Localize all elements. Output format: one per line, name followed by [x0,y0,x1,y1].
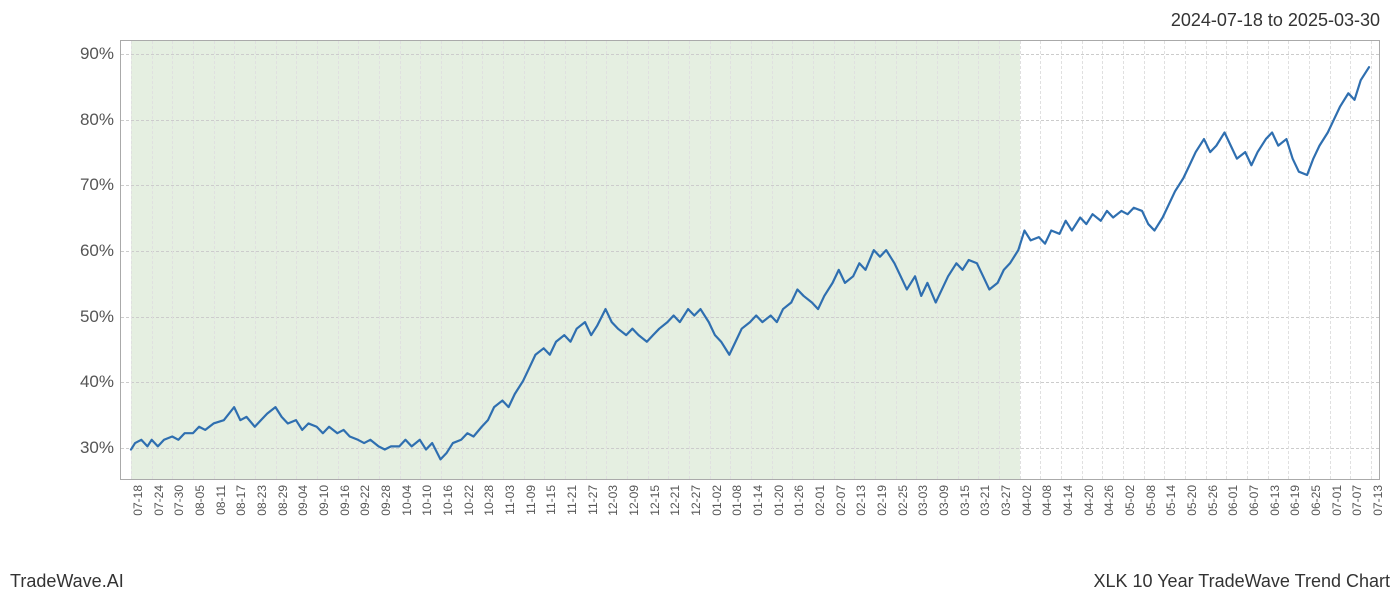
x-tick-label: 03-15 [958,485,972,516]
x-tick-label: 01-26 [792,485,806,516]
x-tick-label: 02-25 [896,485,910,516]
y-tick-label: 80% [66,110,114,130]
line-series [121,41,1379,479]
brand-label: TradeWave.AI [10,571,124,592]
x-tick-label: 03-09 [937,485,951,516]
x-tick-label: 09-16 [338,485,352,516]
x-tick-label: 05-14 [1164,485,1178,516]
x-tick-label: 11-09 [524,485,538,515]
x-tick-label: 01-20 [772,485,786,516]
x-tick-label: 07-01 [1330,485,1344,516]
x-tick-label: 07-18 [131,485,145,516]
x-tick-label: 12-09 [627,485,641,516]
x-tick-label: 05-02 [1123,485,1137,516]
x-tick-label: 04-02 [1020,485,1034,516]
x-tick-label: 04-14 [1061,485,1075,516]
x-tick-label: 08-11 [214,485,228,515]
x-tick-label: 06-25 [1309,485,1323,516]
x-tick-label: 03-03 [916,485,930,516]
x-tick-label: 11-15 [544,485,558,515]
x-tick-label: 01-08 [730,485,744,516]
x-tick-label: 08-17 [234,485,248,516]
date-range: 2024-07-18 to 2025-03-30 [1171,10,1380,31]
x-tick-label: 08-29 [276,485,290,516]
x-tick-label: 11-27 [586,485,600,515]
x-tick-label: 06-19 [1288,485,1302,516]
y-tick-label: 60% [66,241,114,261]
x-tick-label: 10-22 [462,485,476,516]
x-tick-label: 09-22 [358,485,372,516]
x-tick-label: 12-27 [689,485,703,516]
x-tick-label: 12-03 [606,485,620,516]
x-tick-label: 07-30 [172,485,186,516]
x-tick-label: 04-26 [1102,485,1116,516]
x-tick-label: 05-26 [1206,485,1220,516]
x-tick-label: 09-04 [296,485,310,516]
x-tick-label: 03-27 [999,485,1013,516]
x-tick-label: 04-20 [1082,485,1096,516]
x-tick-label: 08-05 [193,485,207,516]
x-tick-label: 12-15 [648,485,662,516]
x-tick-label: 06-01 [1226,485,1240,516]
x-tick-label: 10-28 [482,485,496,516]
x-tick-label: 07-24 [152,485,166,516]
x-tick-label: 07-13 [1371,485,1385,516]
x-tick-label: 06-07 [1247,485,1261,516]
chart-title: XLK 10 Year TradeWave Trend Chart [1093,571,1390,592]
x-tick-label: 02-13 [854,485,868,516]
x-tick-label: 10-10 [420,485,434,516]
plot-area: 30%40%50%60%70%80%90% 07-1807-2407-3008-… [120,40,1380,480]
x-tick-label: 08-23 [255,485,269,516]
x-tick-label: 12-21 [668,485,682,516]
x-tick-label: 02-01 [813,485,827,516]
x-tick-label: 07-07 [1350,485,1364,516]
x-tick-label: 10-04 [400,485,414,516]
x-tick-label: 05-08 [1144,485,1158,516]
x-tick-label: 02-07 [834,485,848,516]
x-tick-label: 04-08 [1040,485,1054,516]
x-tick-label: 01-02 [710,485,724,516]
chart-area: 30%40%50%60%70%80%90% 07-1807-2407-3008-… [120,40,1380,480]
y-tick-label: 40% [66,372,114,392]
x-tick-label: 02-19 [875,485,889,516]
y-tick-label: 50% [66,307,114,327]
x-tick-label: 06-13 [1268,485,1282,516]
y-tick-label: 30% [66,438,114,458]
y-tick-label: 70% [66,175,114,195]
x-tick-label: 10-16 [441,485,455,516]
x-tick-label: 09-10 [317,485,331,516]
y-tick-label: 90% [66,44,114,64]
x-tick-label: 09-28 [379,485,393,516]
x-tick-label: 01-14 [751,485,765,516]
x-tick-label: 11-21 [565,485,579,515]
x-tick-label: 03-21 [978,485,992,516]
x-tick-label: 05-20 [1185,485,1199,516]
x-tick-label: 11-03 [503,485,517,515]
